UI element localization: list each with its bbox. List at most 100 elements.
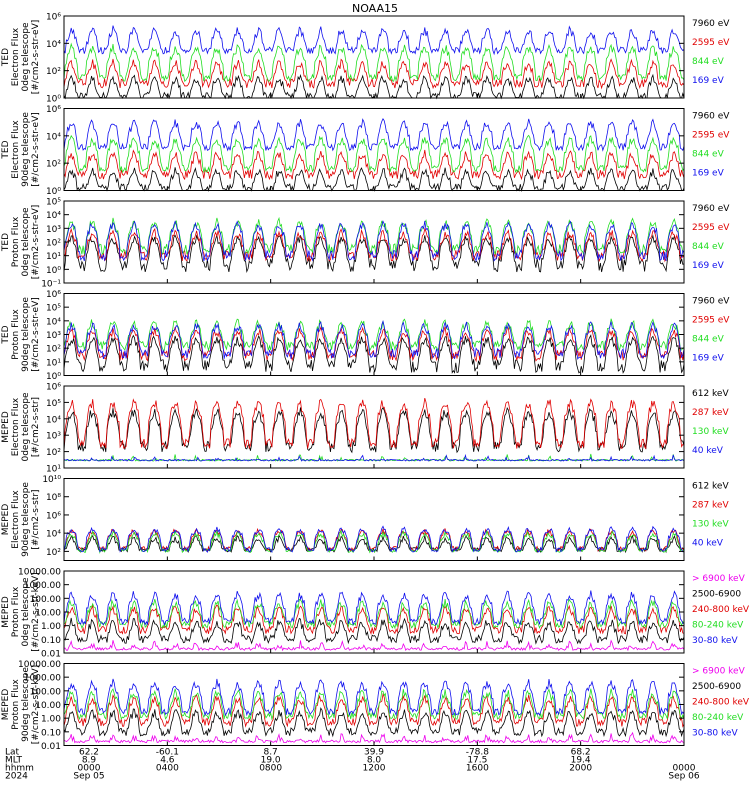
ylabel-6-0: MEPED — [1, 596, 11, 628]
ylabel-3-2: 90deg telescope — [21, 297, 31, 372]
series-4-1 — [63, 397, 685, 450]
y-tick-label-6-4: 100.00 — [30, 595, 62, 605]
series-2-2 — [63, 216, 685, 256]
y-tick-label-3-1: 10¹ — [46, 358, 61, 368]
ylabel-2-0: TED — [1, 233, 11, 252]
x-tick-value-5-0: 68.2 — [571, 748, 591, 758]
x-tick-value-1-0: -60.1 — [156, 748, 179, 758]
legend-3-3: 169 eV — [692, 354, 725, 364]
y-tick-label-1-2: 10⁴ — [46, 132, 61, 142]
y-tick-label-4-3: 10⁴ — [46, 415, 61, 425]
legend-5-0: 612 keV — [692, 482, 729, 492]
ylabel-0-2: 0deg telescope — [21, 22, 31, 92]
plot-title: NOAA15 — [352, 2, 398, 15]
series-3-2 — [63, 318, 685, 352]
y-tick-label-2-2: 10¹ — [46, 252, 61, 262]
y-tick-label-1-3: 10⁶ — [46, 105, 61, 115]
series-4-3 — [63, 453, 685, 462]
series-6-0 — [63, 639, 685, 652]
y-tick-label-0-0: 10⁰ — [46, 95, 61, 105]
y-tick-label-7-5: 1000.00 — [24, 674, 61, 684]
y-tick-label-7-4: 100.00 — [30, 687, 62, 697]
ylabel-2-3: [#/cm2-s-str-eV] — [31, 205, 41, 280]
legend-0-2: 844 eV — [692, 57, 725, 67]
ylabel-5-3: [#/cm2-s-str] — [31, 489, 41, 549]
y-tick-label-5-3: 10⁸ — [46, 493, 61, 503]
legend-6-3: 80-240 keV — [692, 620, 744, 630]
ylabel-5-0: MEPED — [1, 504, 11, 536]
y-tick-label-4-5: 10⁶ — [46, 383, 61, 393]
x-tick-value-4-0: -78.8 — [466, 748, 490, 758]
legend-3-2: 844 eV — [692, 335, 725, 345]
ylabel-3-0: TED — [1, 325, 11, 344]
y-tick-label-1-0: 10⁰ — [46, 187, 61, 197]
x-tick-value-1-2: 0400 — [156, 764, 179, 774]
y-tick-label-0-2: 10⁴ — [46, 40, 61, 50]
x-tick-value-2-1: 19.0 — [261, 756, 281, 766]
legend-3-0: 7960 eV — [692, 297, 730, 307]
y-tick-label-5-4: 10¹⁰ — [42, 475, 61, 485]
x-tick-value-0-3: Sep 05 — [73, 772, 104, 782]
legend-7-2: 240-800 keV — [692, 697, 750, 707]
y-tick-label-4-4: 10⁵ — [46, 399, 61, 409]
y-tick-label-6-0: 0.01 — [41, 650, 61, 660]
legend-1-2: 844 eV — [692, 150, 725, 160]
y-tick-label-2-4: 10³ — [46, 225, 61, 235]
y-tick-label-3-5: 10⁵ — [46, 304, 61, 314]
x-tick-value-5-1: 19.4 — [571, 756, 591, 766]
legend-7-3: 80-240 keV — [692, 713, 744, 723]
series-4-0 — [63, 407, 685, 454]
ylabel-6-3: [#/cm2-s-str-keV] — [31, 572, 41, 651]
y-tick-label-3-6: 10⁶ — [46, 290, 61, 300]
x-tick-value-2-2: 0800 — [259, 764, 282, 774]
ylabel-2-2: 0deg telescope — [21, 207, 31, 277]
y-tick-label-5-1: 10⁴ — [46, 530, 61, 540]
legend-5-2: 130 keV — [692, 520, 729, 530]
y-tick-label-6-3: 10.00 — [35, 609, 61, 619]
y-tick-label-2-0: 10⁻¹ — [41, 280, 61, 290]
x-tick-value-6-3: Sep 06 — [668, 772, 700, 782]
series-7-1 — [63, 707, 685, 738]
legend-0-1: 2595 eV — [692, 38, 730, 48]
legend-6-0: > 6900 keV — [692, 574, 746, 584]
y-tick-label-3-3: 10³ — [46, 331, 61, 341]
ylabel-6-2: 0deg telescope — [21, 577, 31, 647]
legend-6-1: 2500-6900 — [692, 589, 741, 599]
ylabel-7-3: [#/cm2-s-str-keV] — [31, 665, 41, 744]
x-tick-value-4-1: 17.5 — [467, 756, 487, 766]
ylabel-1-2: 90deg telescope — [21, 112, 31, 187]
y-tick-label-2-1: 10⁰ — [46, 266, 61, 276]
series-2-3 — [63, 220, 685, 263]
series-1-1 — [63, 149, 685, 181]
y-tick-label-6-6: 10000.00 — [18, 568, 61, 578]
ylabel-0-0: TED — [1, 48, 11, 67]
legend-1-3: 169 eV — [692, 169, 725, 179]
series-5-3 — [63, 525, 685, 553]
x-tick-value-4-2: 1600 — [466, 764, 489, 774]
ylabel-4-1: Electron Flux — [11, 397, 21, 456]
legend-7-1: 2500-6900 — [692, 682, 741, 692]
y-tick-label-0-3: 10⁶ — [46, 13, 61, 23]
x-tick-value-6-2: 0000 — [673, 764, 696, 774]
series-7-4 — [63, 678, 685, 717]
series-5-0 — [63, 534, 685, 554]
legend-5-1: 287 keV — [692, 501, 729, 511]
panel-ted-proton-0deg: 10⁻¹ 10⁰ 10¹ 10² 10³ 10⁴ 10⁵ TED Proton Flux 0deg… — [1, 198, 730, 290]
y-tick-label-3-2: 10² — [46, 345, 61, 355]
ylabel-4-0: MEPED — [1, 411, 11, 443]
series-3-0 — [63, 334, 685, 374]
ylabel-6-1: Proton Flux — [11, 586, 21, 637]
series-6-2 — [63, 604, 685, 635]
ylabel-7-1: Proton Flux — [11, 679, 21, 730]
x-tick-value-3-2: 1200 — [363, 764, 386, 774]
series-0-1 — [63, 58, 685, 90]
y-tick-label-4-0: 10¹ — [46, 465, 61, 475]
ylabel-4-2: 0deg telescope — [21, 392, 31, 462]
y-tick-label-2-6: 10⁵ — [46, 198, 61, 208]
series-7-3 — [63, 688, 685, 721]
x-row-label-0: Lat — [5, 748, 20, 758]
x-tick-value-5-2: 2000 — [569, 764, 592, 774]
ylabel-3-3: [#/cm2-s-str-eV] — [31, 297, 41, 372]
